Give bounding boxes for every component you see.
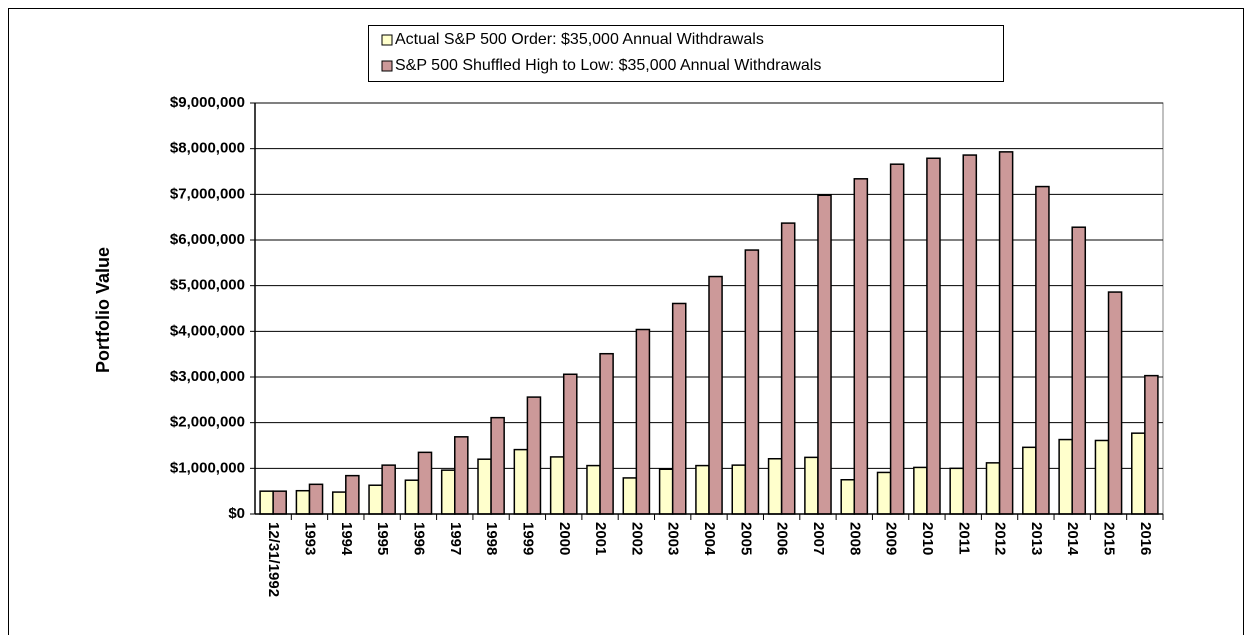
bar <box>599 352 614 515</box>
legend-swatch <box>381 60 393 72</box>
bar <box>985 462 1001 515</box>
bar <box>490 416 505 515</box>
x-tick-label: 1995 <box>374 522 391 555</box>
y-tick-label: $0 <box>228 505 245 522</box>
bar <box>853 178 869 515</box>
bar <box>998 151 1014 515</box>
bar <box>259 490 274 515</box>
bar <box>477 458 492 515</box>
bar <box>562 373 578 515</box>
x-tick-label: 2013 <box>1028 522 1045 555</box>
x-tick-label: 1993 <box>302 522 319 555</box>
bar <box>962 154 978 515</box>
x-tick-label: 1999 <box>519 522 536 555</box>
x-tick-label: 2012 <box>992 522 1009 555</box>
bar <box>695 464 710 515</box>
y-tick-label: $5,000,000 <box>170 277 245 294</box>
bar <box>658 468 674 515</box>
bar <box>1022 446 1037 515</box>
bar <box>780 222 796 515</box>
x-tick-label: 1994 <box>338 522 355 556</box>
y-tick-label: $6,000,000 <box>170 231 245 248</box>
bar <box>744 249 760 515</box>
bar <box>949 467 964 515</box>
x-tick-label: 2003 <box>665 522 682 555</box>
legend-label: Actual S&P 500 Order: $35,000 Annual Wit… <box>395 31 764 48</box>
x-tick-label: 2006 <box>774 522 791 555</box>
legend-swatch <box>381 34 393 46</box>
x-tick-label: 2015 <box>1101 522 1118 555</box>
x-tick-label: 2007 <box>810 522 827 555</box>
x-tick-label: 12/31/1992 <box>265 522 282 597</box>
y-tick-label: $8,000,000 <box>170 140 245 157</box>
bar <box>417 451 433 515</box>
bar <box>1058 438 1073 515</box>
y-tick-label: $4,000,000 <box>170 322 245 339</box>
bar <box>889 163 905 515</box>
bar <box>1035 185 1050 515</box>
x-tick-label: 1996 <box>410 522 427 555</box>
y-tick-label: $3,000,000 <box>170 368 245 385</box>
bar <box>731 464 747 515</box>
bar <box>635 328 651 515</box>
bar <box>804 456 819 515</box>
bar <box>331 491 347 515</box>
bar <box>767 457 783 515</box>
x-tick-label: 2000 <box>556 522 573 555</box>
legend <box>368 25 1004 82</box>
bar <box>295 489 311 515</box>
y-tick-label: $7,000,000 <box>170 185 245 202</box>
bar <box>817 194 832 515</box>
bar <box>1094 439 1110 515</box>
x-tick-label: 2014 <box>1064 522 1081 556</box>
x-tick-label: 2011 <box>955 522 972 555</box>
bar <box>586 464 601 515</box>
bar <box>926 157 941 515</box>
bar <box>526 396 542 515</box>
bar <box>440 469 456 515</box>
bar <box>513 448 529 515</box>
bar <box>1107 291 1123 515</box>
x-tick-label: 2004 <box>701 522 718 556</box>
bar <box>454 436 469 515</box>
bar <box>272 490 287 515</box>
x-tick-label: 2009 <box>883 522 900 555</box>
x-tick-label: 1997 <box>447 522 464 555</box>
bar <box>368 484 383 515</box>
bar <box>671 302 687 515</box>
bar <box>308 483 324 515</box>
bar <box>549 456 565 515</box>
legend-label: S&P 500 Shuffled High to Low: $35,000 An… <box>395 57 821 74</box>
bar <box>1071 226 1087 515</box>
bar <box>381 464 396 515</box>
x-tick-label: 2016 <box>1137 522 1154 555</box>
bar <box>622 477 638 515</box>
x-tick-label: 2005 <box>737 522 754 555</box>
x-tick-label: 2001 <box>592 522 609 555</box>
bar <box>404 479 420 515</box>
y-tick-label: $1,000,000 <box>170 459 245 476</box>
y-tick-label: $9,000,000 <box>170 94 245 111</box>
bar <box>876 471 892 515</box>
x-tick-label: 2002 <box>628 522 645 555</box>
bar <box>1144 374 1159 515</box>
x-tick-label: 2010 <box>919 522 936 555</box>
x-tick-label: 1998 <box>483 522 500 555</box>
bar <box>1131 432 1146 515</box>
bar <box>345 474 360 515</box>
bar <box>708 275 723 515</box>
bar <box>913 466 928 515</box>
bar <box>840 479 856 515</box>
y-tick-label: $2,000,000 <box>170 414 245 431</box>
x-tick-label: 2008 <box>846 522 863 555</box>
y-axis-label: Portfolio Value <box>93 247 113 373</box>
